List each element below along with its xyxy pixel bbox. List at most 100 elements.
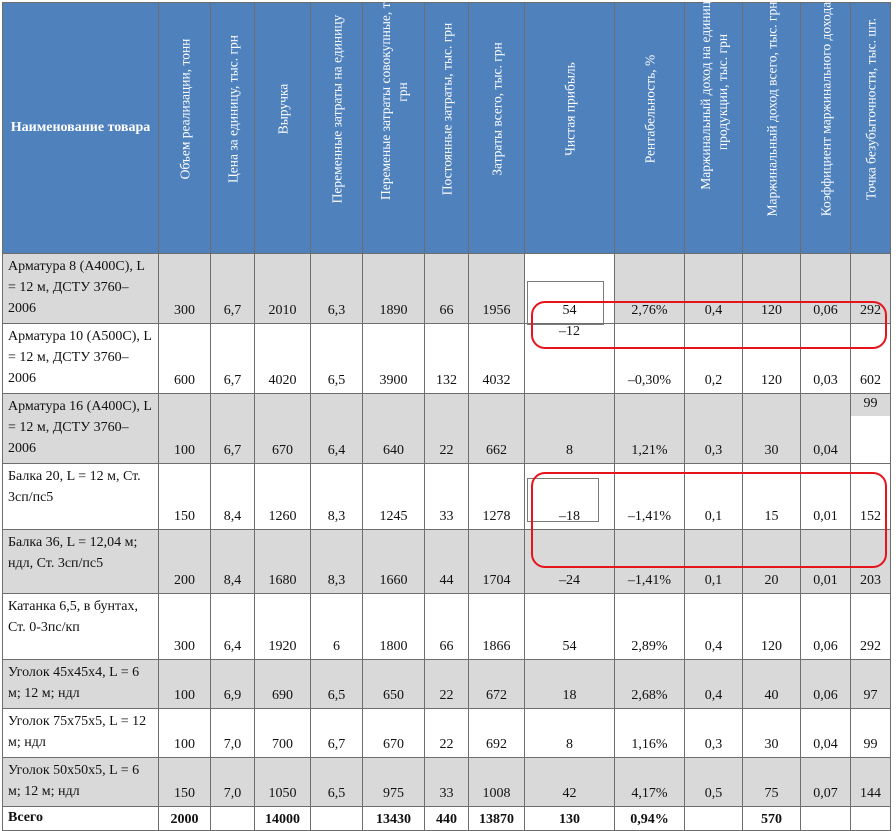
cell-volume: 200 [158, 529, 211, 594]
cell-var-cost-unit: 6 [310, 593, 363, 660]
cell-total-cost: 4032 [468, 323, 525, 394]
cell-margin-unit: 0,4 [684, 659, 743, 709]
cell-volume: 100 [158, 659, 211, 709]
cell-profitability: 1,21% [614, 393, 685, 464]
cell-net-profit: –24 [524, 529, 615, 594]
cell-price: 6,7 [210, 393, 255, 464]
cell-net-profit: 54 [524, 253, 615, 324]
header-margin-total: Маржинальный доход всего, тыс. грн [742, 2, 801, 254]
total-margin-coef [800, 806, 851, 831]
cell-margin-coef: 0,06 [800, 659, 851, 709]
cell-net-profit: 42 [524, 757, 615, 807]
cell-var-cost-unit: 8,3 [310, 463, 363, 530]
cell-profitability: 2,76% [614, 253, 685, 324]
product-name: Арматура 16 (А400С), L = 12 м, ДСТУ 3760… [2, 393, 159, 464]
table-row: Арматура 8 (А400С), L = 12 м, ДСТУ 3760–… [2, 253, 891, 324]
cell-fixed-cost: 66 [424, 253, 469, 324]
cell-var-cost-total: 1245 [362, 463, 425, 530]
total-net-profit: 130 [524, 806, 615, 831]
cell-price: 8,4 [210, 529, 255, 594]
cell-fixed-cost: 22 [424, 659, 469, 709]
table-row: Арматура 16 (А400С), L = 12 м, ДСТУ 3760… [2, 393, 891, 464]
cell-var-cost-total: 975 [362, 757, 425, 807]
cell-fixed-cost: 33 [424, 757, 469, 807]
cell-margin-coef: 0,04 [800, 708, 851, 758]
header-fixed-cost: Постоянные затраты, тыс. грн [424, 2, 469, 254]
total-fixed-cost: 440 [424, 806, 469, 831]
cell-margin-unit: 0,1 [684, 463, 743, 530]
header-breakeven: Точка безубыточности, тыс. шт. [850, 2, 891, 254]
cell-revenue: 2010 [254, 253, 311, 324]
cell-volume: 150 [158, 463, 211, 530]
cell-fixed-cost: 22 [424, 393, 469, 464]
product-name: Арматура 10 (А500С), L = 12 м, ДСТУ 3760… [2, 323, 159, 394]
cell-revenue: 4020 [254, 323, 311, 394]
cell-margin-total: 30 [742, 393, 801, 464]
cell-var-cost-total: 1800 [362, 593, 425, 660]
cell-volume: 300 [158, 593, 211, 660]
cell-breakeven: 99 [850, 393, 891, 464]
cell-volume: 600 [158, 323, 211, 394]
total-margin-total: 570 [742, 806, 801, 831]
cell-total-cost: 1278 [468, 463, 525, 530]
cell-revenue: 1920 [254, 593, 311, 660]
table-row: Балка 20, L = 12 м, Ст. 3сп/пс5 150 8,4 … [2, 463, 891, 530]
cell-profitability: 2,68% [614, 659, 685, 709]
cell-var-cost-unit: 6,5 [310, 659, 363, 709]
product-name: Балка 20, L = 12 м, Ст. 3сп/пс5 [2, 463, 159, 530]
cell-fixed-cost: 22 [424, 708, 469, 758]
total-volume: 2000 [158, 806, 211, 831]
cell-margin-unit: 0,2 [684, 323, 743, 394]
table-row: Уголок 75х75х5, L = 12 м; ндл 100 7,0 70… [2, 708, 891, 758]
cell-profitability: 2,89% [614, 593, 685, 660]
product-name: Уголок 75х75х5, L = 12 м; ндл [2, 708, 159, 758]
cell-total-cost: 1956 [468, 253, 525, 324]
cell-breakeven: 602 [850, 323, 891, 394]
cell-net-profit: 54 [524, 593, 615, 660]
cell-margin-coef: 0,03 [800, 323, 851, 394]
cell-margin-total: 40 [742, 659, 801, 709]
cell-revenue: 1260 [254, 463, 311, 530]
cell-profitability: 4,17% [614, 757, 685, 807]
cell-price: 6,7 [210, 323, 255, 394]
cell-volume: 100 [158, 708, 211, 758]
cell-net-profit: 18 [524, 659, 615, 709]
cell-volume: 100 [158, 393, 211, 464]
cell-margin-total: 120 [742, 323, 801, 394]
cell-var-cost-total: 1890 [362, 253, 425, 324]
total-label: Всего [2, 806, 159, 831]
cell-breakeven: 292 [850, 253, 891, 324]
cell-fixed-cost: 66 [424, 593, 469, 660]
header-margin-unit: Маржинальный доход на единицу продукции,… [684, 0, 743, 254]
cell-revenue: 700 [254, 708, 311, 758]
cell-margin-total: 15 [742, 463, 801, 530]
total-var-cost-unit [310, 806, 363, 831]
cell-margin-total: 75 [742, 757, 801, 807]
cell-breakeven: 203 [850, 529, 891, 594]
cell-profitability: –1,41% [614, 529, 685, 594]
cell-margin-unit: 0,4 [684, 593, 743, 660]
product-name: Балка 36, L = 12,04 м; ндл, Ст. 3сп/пс5 [2, 529, 159, 594]
cell-fixed-cost: 44 [424, 529, 469, 594]
header-net-profit: Чистая прибыль [524, 2, 615, 254]
table-row: Балка 36, L = 12,04 м; ндл, Ст. 3сп/пс5 … [2, 529, 891, 594]
total-breakeven [850, 806, 891, 831]
table-row: Уголок 45х45х4, L = 6 м; 12 м; ндл 100 6… [2, 659, 891, 709]
total-row: Всего 2000 14000 13430 440 13870 130 0,9… [2, 806, 891, 831]
cell-revenue: 670 [254, 393, 311, 464]
cell-breakeven: 97 [850, 659, 891, 709]
cell-total-cost: 1704 [468, 529, 525, 594]
profit-cell-frame [527, 478, 599, 522]
header-row: Наименование товара Объем реализации, то… [2, 0, 891, 254]
cell-var-cost-unit: 6,5 [310, 323, 363, 394]
header-var-cost-total: Переменые затраты совокупные, тыс. грн [362, 0, 425, 254]
cell-net-profit: 8 [524, 393, 615, 464]
cell-total-cost: 662 [468, 393, 525, 464]
total-total-cost: 13870 [468, 806, 525, 831]
cell-margin-coef: 0,07 [800, 757, 851, 807]
cell-net-profit: –12 [524, 323, 615, 394]
header-price: Цена за единицу, тыс. грн [210, 2, 255, 254]
cell-var-cost-total: 1660 [362, 529, 425, 594]
cell-profitability: –1,41% [614, 463, 685, 530]
